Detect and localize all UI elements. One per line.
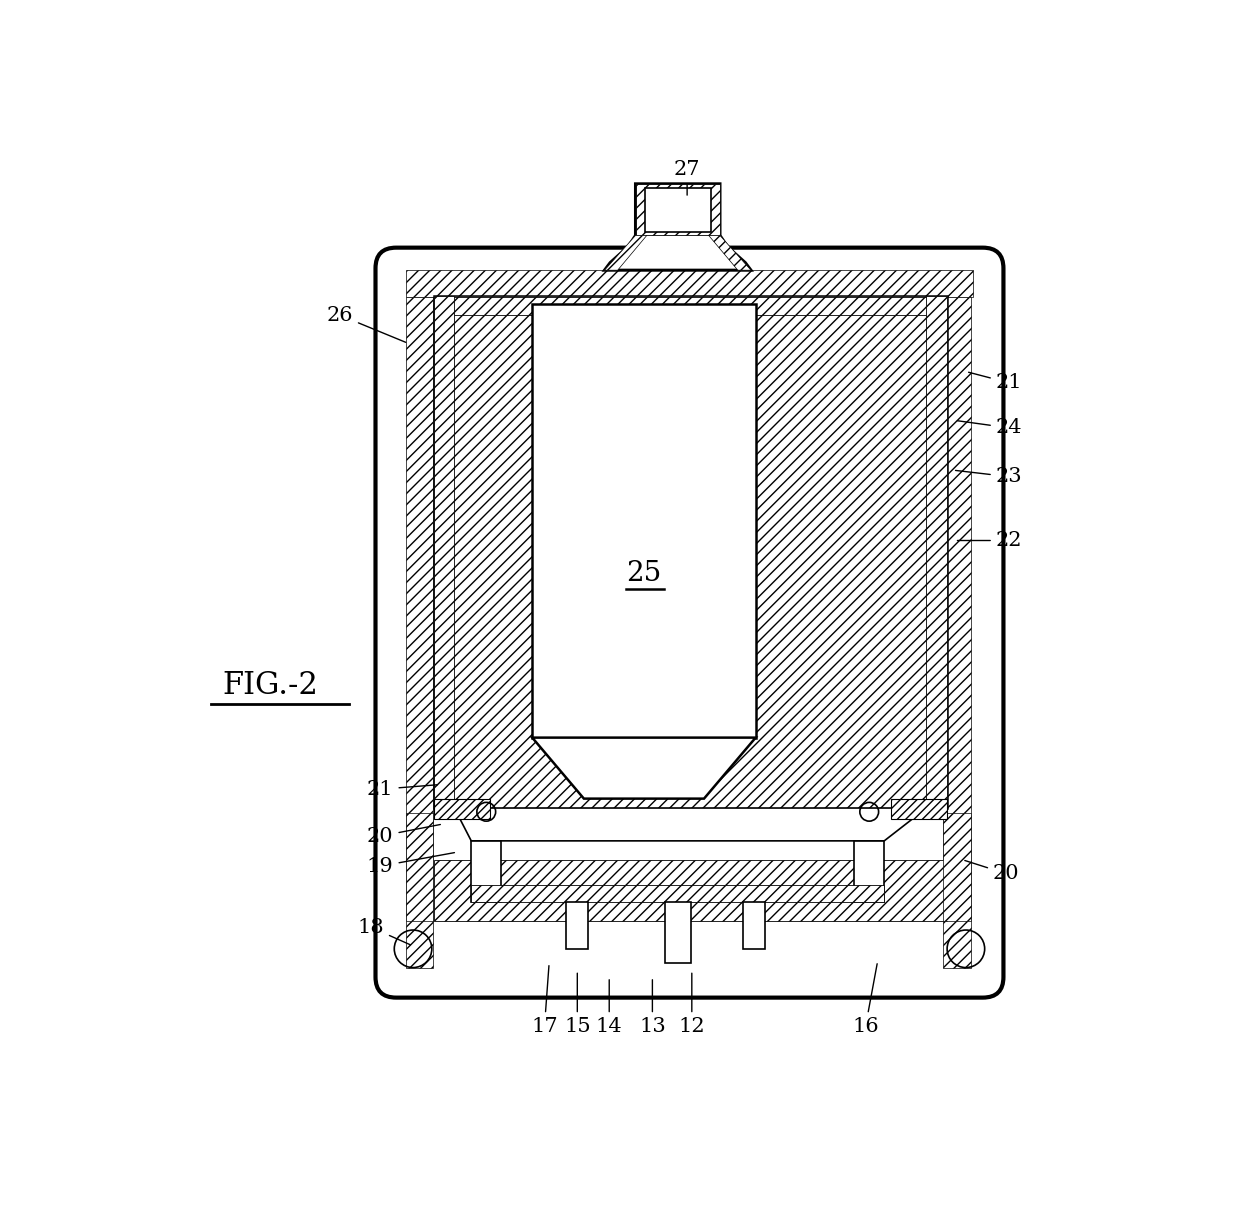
Polygon shape	[532, 737, 755, 798]
Bar	[471, 841, 501, 902]
Bar	[944, 813, 971, 920]
Text: 24: 24	[957, 418, 1022, 438]
Text: 14: 14	[596, 980, 622, 1036]
Text: 25: 25	[626, 560, 662, 586]
Bar	[471, 885, 884, 902]
Bar	[926, 296, 947, 808]
Text: 19: 19	[367, 852, 454, 875]
Bar	[665, 902, 691, 963]
Text: 16: 16	[852, 964, 879, 1036]
Bar	[434, 297, 947, 315]
FancyBboxPatch shape	[376, 247, 1003, 997]
Polygon shape	[605, 235, 647, 271]
Text: 18: 18	[357, 918, 410, 945]
Polygon shape	[434, 798, 490, 819]
Text: 23: 23	[956, 467, 1023, 486]
Text: 12: 12	[678, 973, 706, 1036]
Bar	[434, 859, 947, 920]
Text: 27: 27	[673, 160, 701, 195]
Bar	[434, 296, 947, 808]
Bar	[405, 269, 973, 297]
Text: 21: 21	[367, 780, 438, 798]
Text: 20: 20	[965, 861, 1019, 884]
Text: 17: 17	[531, 965, 558, 1036]
Bar	[854, 841, 884, 902]
Text: FIG.-2: FIG.-2	[222, 670, 319, 701]
Bar	[944, 297, 971, 968]
Bar	[532, 304, 755, 737]
Polygon shape	[709, 235, 751, 271]
Bar	[645, 188, 711, 232]
Bar	[434, 296, 947, 808]
Text: 21: 21	[968, 372, 1023, 393]
Text: 26: 26	[326, 306, 405, 343]
Bar	[405, 297, 433, 968]
Text: 13: 13	[639, 980, 666, 1036]
Text: 22: 22	[957, 531, 1022, 550]
Polygon shape	[454, 808, 926, 841]
Bar	[743, 902, 765, 948]
Bar	[405, 813, 433, 920]
Bar	[565, 902, 589, 948]
Bar	[635, 184, 720, 235]
Bar	[434, 296, 454, 808]
Polygon shape	[890, 798, 947, 819]
Text: 15: 15	[564, 973, 590, 1036]
Polygon shape	[605, 184, 751, 271]
Text: 20: 20	[367, 824, 440, 846]
